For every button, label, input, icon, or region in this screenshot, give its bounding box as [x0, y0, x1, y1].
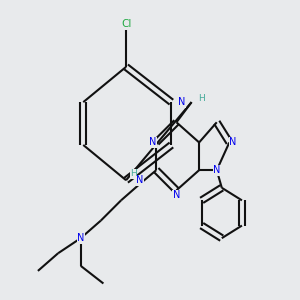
Text: N: N — [229, 137, 237, 147]
Text: N: N — [77, 233, 84, 243]
Text: N: N — [178, 97, 185, 107]
Text: H: H — [130, 169, 137, 178]
Text: N: N — [149, 137, 156, 147]
Text: N: N — [173, 190, 180, 200]
Text: H: H — [198, 94, 205, 103]
Text: N: N — [213, 165, 220, 175]
Text: Cl: Cl — [121, 19, 131, 29]
Text: N: N — [136, 175, 144, 185]
